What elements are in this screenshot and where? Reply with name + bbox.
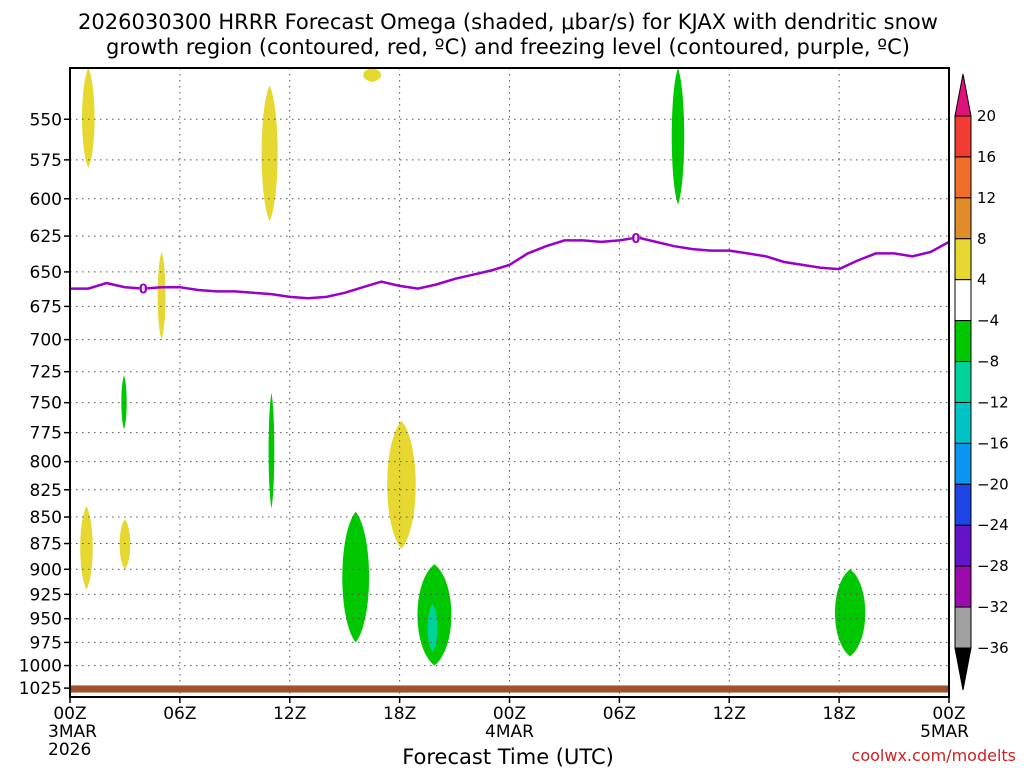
y-tick-label-750: 750 (30, 394, 62, 414)
freezing-level-label-1: 0 (631, 232, 640, 247)
colorbar-band-8 (954, 401, 972, 444)
freezing-level-line (70, 236, 950, 300)
colorbar-top-arrow (954, 73, 972, 117)
colorbar-tick-label-10: −24 (977, 516, 1009, 534)
x-tick-label-12: 12Z (273, 704, 306, 724)
chart-title-line-1: 2026030300 HRRR Forecast Omega (shaded, … (78, 10, 938, 34)
y-tick-label-775: 775 (30, 424, 62, 444)
x-tick-label-36: 12Z (713, 704, 746, 724)
colorbar-tick-label-9: −20 (977, 475, 1009, 493)
y-axis: 550 575 600 625 650 675 700 725 750 775 800 825 850 8… (19, 110, 70, 699)
x-tick-sublabel-0-0: 3MAR (48, 722, 97, 742)
colorbar-tick-label-11: −28 (977, 557, 1009, 575)
y-tick-label-925: 925 (30, 585, 62, 605)
colorbar-band-5 (954, 279, 972, 322)
freezing-level-label-bg-0 (139, 282, 148, 295)
y-tick-label-1025: 1025 (19, 679, 62, 699)
omega-region-teal-core-19z (427, 604, 438, 652)
x-tick-label-42: 18Z (822, 704, 855, 724)
x-axis-label: Forecast Time (UTC) (402, 745, 614, 768)
gridlines (70, 68, 949, 697)
colorbar-band-1 (954, 115, 972, 158)
y-tick-label-800: 800 (30, 453, 62, 473)
omega-region-yellow-low-1z (80, 506, 93, 590)
colorbar-band-2 (954, 156, 972, 199)
colorbar-band-13 (954, 606, 972, 649)
x-tick-sublabel-48-0: 5MAR (920, 722, 969, 742)
omega-region-green-low-42z (834, 569, 866, 657)
colorbar-tick-label-4: 4 (977, 271, 987, 289)
y-tick-label-950: 950 (30, 610, 62, 630)
y-tick-label-1000: 1000 (19, 657, 62, 677)
colorbar-bottom-arrow (954, 647, 972, 691)
freezing-level-layer: 00 (70, 231, 950, 300)
omega-region-green-low-16z (342, 511, 370, 643)
y-tick-label-575: 575 (30, 151, 62, 171)
freezing-level-label-0: 0 (139, 283, 148, 298)
colorbar-band-6 (954, 320, 972, 363)
y-tick-label-725: 725 (30, 363, 62, 383)
colorbar-band-7 (954, 361, 972, 403)
credit-text: coolwx.com/modelts (852, 746, 1016, 765)
colorbar-tick-label-0: 20 (977, 107, 996, 125)
omega-shading (80, 68, 866, 666)
y-tick-label-550: 550 (30, 110, 62, 130)
omega-region-yellow-upper-0z (82, 68, 95, 168)
colorbar: 20 16 12 8 4 −4 −8 −12 −16 −20 −24 −28 −32 −36 (954, 73, 1009, 691)
colorbar-band-3 (954, 197, 972, 240)
colorbar-tick-label-3: 8 (977, 230, 987, 248)
colorbar-band-11 (954, 524, 972, 567)
colorbar-band-4 (954, 238, 972, 281)
colorbar-tick-label-6: −8 (977, 353, 999, 371)
colorbar-tick-label-5: −4 (977, 312, 999, 330)
omega-region-yellow-low-3z (119, 519, 131, 570)
x-tick-label-30: 06Z (603, 704, 636, 724)
y-tick-label-650: 650 (30, 263, 62, 283)
freezing-level-label-bg-1 (631, 231, 640, 244)
omega-region-yellow-mid-5z (157, 252, 166, 340)
colorbar-band-10 (954, 483, 972, 526)
terrain-layer (70, 685, 949, 693)
y-tick-label-850: 850 (30, 508, 62, 528)
x-tick-label-24: 00Z (493, 704, 526, 724)
y-tick-label-675: 675 (30, 297, 62, 317)
omega-region-yellow-upper-11z (261, 85, 278, 222)
x-tick-label-18: 18Z (383, 704, 416, 724)
y-tick-label-825: 825 (30, 481, 62, 501)
colorbar-tick-label-8: −16 (977, 434, 1009, 452)
terrain-band (70, 685, 949, 693)
plot-background (70, 68, 949, 697)
chart-title-line-2: growth region (contoured, red, ºC) and f… (106, 35, 910, 59)
colorbar-tick-label-2: 12 (977, 189, 996, 207)
colorbar-tick-label-12: −32 (977, 598, 1009, 616)
x-tick-label-0: 00Z (53, 704, 86, 724)
y-tick-label-700: 700 (30, 331, 62, 351)
y-tick-label-975: 975 (30, 633, 62, 653)
colorbar-tick-label-7: −12 (977, 393, 1009, 411)
x-tick-label-6: 06Z (163, 704, 196, 724)
y-tick-label-625: 625 (30, 227, 62, 247)
x-tick-sublabel-24-0: 4MAR (485, 722, 534, 742)
omega-region-green-mid-11z (268, 392, 275, 509)
omega-region-yellow-top-16z (363, 68, 382, 82)
colorbar-band-12 (954, 565, 972, 608)
x-tick-sublabel-0-1: 2026 (48, 740, 91, 760)
omega-region-green-upper-9z (671, 68, 685, 205)
x-tick-label-48: 00Z (932, 704, 965, 724)
colorbar-tick-label-13: −36 (977, 639, 1009, 657)
colorbar-band-9 (954, 442, 972, 485)
y-tick-label-875: 875 (30, 535, 62, 555)
y-tick-label-900: 900 (30, 560, 62, 580)
y-tick-label-600: 600 (30, 190, 62, 210)
colorbar-tick-label-1: 16 (977, 148, 996, 166)
